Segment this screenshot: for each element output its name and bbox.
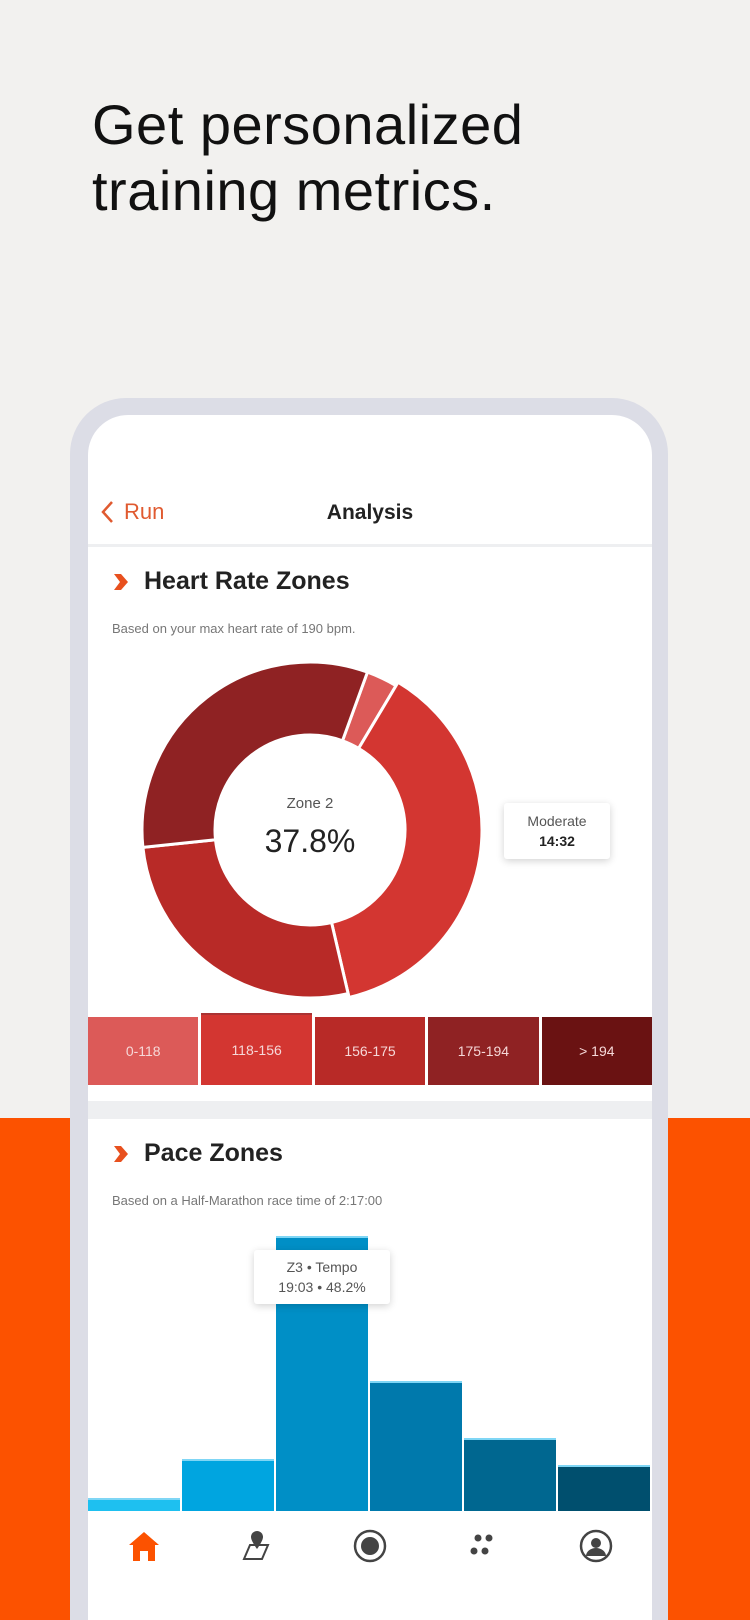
- heart-rate-header: Heart Rate Zones: [112, 567, 350, 596]
- maps-icon: [242, 1531, 270, 1560]
- zone-range-label: 118-156: [231, 1042, 282, 1058]
- pace-bar-4[interactable]: [370, 1380, 462, 1511]
- record-icon: [353, 1529, 387, 1563]
- zone-range-label: 175-194: [457, 1043, 510, 1059]
- headline-line-2: training metrics.: [92, 159, 496, 222]
- tooltip-value: 14:32: [539, 833, 575, 849]
- phone-screen: Run Analysis Heart Rate Zones Based on y…: [88, 415, 653, 1620]
- pace-tooltip-value: 19:03 • 48.2%: [278, 1279, 366, 1295]
- tab-profile[interactable]: [576, 1529, 616, 1569]
- headline-line-1: Get personalized: [92, 93, 524, 156]
- chevron-right-icon: [114, 1145, 128, 1162]
- home-icon: [129, 1532, 160, 1561]
- zone-range-label: 156-175: [344, 1043, 396, 1059]
- chevron-left-icon: [101, 501, 113, 523]
- tab-groups[interactable]: [463, 1529, 503, 1569]
- nav-bar: Run Analysis: [88, 485, 652, 547]
- donut-slice-3[interactable]: [141, 838, 350, 1000]
- zone-5[interactable]: > 194: [541, 1017, 653, 1085]
- back-label: Run: [124, 499, 165, 524]
- pace-tooltip-zone: Z3 • Tempo: [286, 1259, 358, 1275]
- zone-tooltip: Moderate 14:32: [504, 803, 610, 859]
- donut-slice-4[interactable]: [140, 660, 370, 849]
- pace-header: Pace Zones: [112, 1139, 283, 1168]
- zone-1[interactable]: 0-118: [88, 1017, 199, 1085]
- donut-center-value: 37.8%: [264, 823, 356, 859]
- donut-center-label: Zone 2: [286, 795, 334, 812]
- heart-rate-zone-legend: 0-118 118-156 156-175 175-194 > 194: [88, 1013, 653, 1085]
- pace-subtitle: Based on a Half-Marathon race time of 2:…: [112, 1193, 383, 1208]
- zone-2[interactable]: 118-156: [201, 1013, 312, 1085]
- heart-rate-donut: [140, 660, 484, 1000]
- pace-bar-5[interactable]: [464, 1437, 556, 1511]
- tab-bar: [88, 1513, 652, 1620]
- profile-icon: [579, 1529, 612, 1563]
- page-title: Analysis: [326, 501, 414, 524]
- back-button[interactable]: Run: [100, 499, 164, 525]
- zone-3[interactable]: 156-175: [314, 1017, 426, 1085]
- tab-home[interactable]: [124, 1529, 164, 1569]
- pace-bar-2[interactable]: [182, 1459, 274, 1511]
- tab-maps[interactable]: [237, 1529, 277, 1569]
- tab-record[interactable]: [350, 1529, 390, 1569]
- section-divider: [88, 1101, 652, 1119]
- zone-range-label: > 194: [579, 1043, 615, 1059]
- chevron-right-icon: [114, 573, 128, 590]
- donut-slice-2[interactable]: [329, 680, 484, 1000]
- zone-4[interactable]: 175-194: [428, 1017, 539, 1085]
- heart-rate-title: Heart Rate Zones: [144, 567, 350, 595]
- pace-bar-1[interactable]: [88, 1497, 180, 1511]
- groups-icon: [470, 1534, 493, 1555]
- zone-range-label: 0-118: [125, 1043, 161, 1059]
- headline: Get personalized training metrics.: [92, 92, 523, 224]
- heart-rate-subtitle: Based on your max heart rate of 190 bpm.: [112, 621, 356, 636]
- pace-bar-6[interactable]: [558, 1464, 650, 1511]
- pace-tooltip: Z3 • Tempo 19:03 • 48.2%: [254, 1250, 390, 1304]
- pace-title: Pace Zones: [144, 1139, 283, 1167]
- tooltip-label: Moderate: [527, 813, 587, 829]
